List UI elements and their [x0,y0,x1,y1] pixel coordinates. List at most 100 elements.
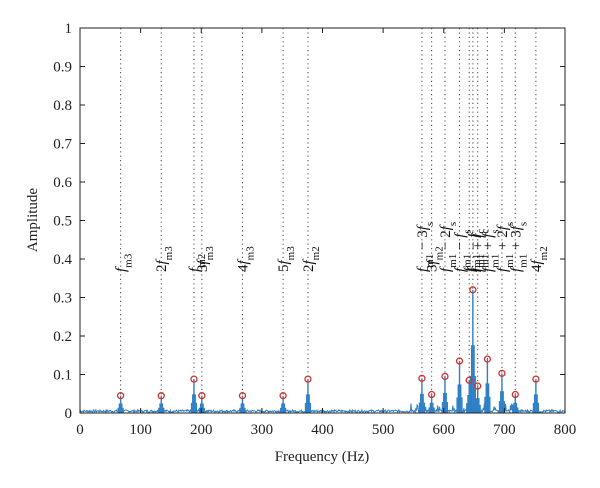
y-tick-label: 0 [65,406,73,422]
annotation-label: fm1 [462,254,483,272]
annotation-label-part: − [453,238,469,254]
annotation-label-part: f [438,266,454,272]
annotation-label-part: f [438,224,454,230]
annotation-label-part: f [508,224,524,230]
annotation-label-part: m3 [123,253,135,268]
annotation-label-part: m1 [424,254,436,268]
annotation-label-part: f [480,266,496,272]
annotation-label-part: 3 [425,265,441,273]
peak-marker [157,392,165,400]
annotation-label: fm1 + 2fs [495,222,516,272]
annotation-label-part: s [424,222,436,226]
annotation-label-part: f [235,259,251,265]
annotation-label: 4fm2 [529,246,550,272]
y-axis-title: Amplitude [25,188,41,253]
peak-marker [190,375,198,383]
annotation-label-part: m1 [480,254,492,268]
annotation-label-part: f [453,232,469,238]
annotation-label-part: m1 [489,254,501,268]
annotation-label-part: m3 [204,246,216,261]
x-tick-label: 500 [372,422,395,438]
annotation-label-part: f [495,266,511,272]
annotation-label: fm1 + fs [480,229,501,272]
annotation-label-part: + [471,238,487,254]
annotation-label-part: f [495,224,511,230]
y-tick-label: 1 [65,21,73,37]
annotation-label-part: f [415,224,431,230]
x-tick-label: 200 [190,422,213,438]
annotation-label-part: m1 [517,254,529,268]
annotation-label-part: c [475,229,487,234]
annotation-label-part: 2 [301,265,317,273]
peak-markers [116,286,540,400]
y-tick-label: 0.2 [53,329,72,345]
annotation-label-part: f [453,266,469,272]
annotation-label-part: f [466,266,482,272]
annotation-label-part: c [480,229,492,234]
annotation-label-part: f [415,266,431,272]
annotation-label-part: f [114,266,130,272]
annotation-label-part: f [508,266,524,272]
annotation-label-part: 3 [195,265,211,273]
peak-marker [441,372,449,381]
annotation-label-part: m2 [310,246,322,260]
annotation-label-part: f [301,259,317,265]
peak-marker [465,376,473,384]
annotation-label-part: s [517,222,529,226]
annotation-label-part: − [466,238,482,254]
annotation-label-part: + [480,238,496,254]
x-tick-label: 700 [493,422,516,438]
annotation-label-part: + 3 [508,230,524,253]
annotation-label: 5fm3 [276,246,297,272]
annotation-label-part: 5 [276,265,292,273]
annotation-label-part: 2 [154,265,170,273]
peak-marker [474,382,482,390]
x-tick-label: 400 [311,422,334,438]
x-tick-label: 800 [554,422,577,438]
annotation-label-part: m1 [475,254,487,268]
annotation-label-part: m2 [196,254,208,268]
annotation-label: 2fm2 [301,246,322,272]
y-tick-label: 0.8 [53,98,72,114]
annotation-label-part: f [154,259,170,265]
annotation-label-part: f [471,266,487,272]
annotation-label-part: m3 [163,246,175,261]
annotation-label: fm1 − f c [466,229,487,272]
annotation-label-part: s [489,229,501,233]
peak-marker [455,357,464,365]
annotation-label-part: m2 [434,246,446,260]
annotation-label-part: m3 [244,246,256,261]
annotation-label-part: f [462,266,478,272]
x-tick-label: 600 [433,422,456,438]
annotation-label-part: s [504,222,516,226]
annotation-label: fm2 [187,254,208,272]
axis-ticks: 0 100 200 300 400 500 600 700 800 0 0.1 0.2 0.3 0.4 0.… [53,21,576,438]
annotation-label-part: s [447,222,459,226]
annotation-label-part: s [462,229,474,233]
x-axis-title: Frequency (Hz) [275,449,370,465]
peak-marker [198,392,206,400]
annotation-label: fm3 [114,253,135,272]
peak-marker [483,355,492,363]
y-tick-label: 0.9 [53,60,72,76]
annotation-label-part: − 2 [438,230,454,253]
annotation-label: 3fm2 [425,246,446,272]
annotation-label: fm1 + 3fs [508,222,529,272]
annotation-label: fm1 − fs [453,229,474,272]
annotation-label-part: f [187,266,203,272]
annotation-label-part: f [480,232,496,238]
annotation-label-part: − 3 [415,230,431,253]
annotation-label: 2fm3 [154,246,175,272]
x-tick-label: 300 [251,422,274,438]
annotation-label-part: + 2 [495,230,511,253]
peak-marker [532,375,540,383]
peak-marker [418,374,426,383]
annotation-label-part: m2 [538,246,550,260]
peak-marker [279,392,287,400]
y-tick-label: 0.6 [53,175,72,191]
peak-marker [427,390,436,399]
peak-marker [498,369,506,377]
annotation-label-part: f [529,259,545,265]
annotation-label-part: m1 [462,254,474,268]
peak-marker [304,375,312,383]
